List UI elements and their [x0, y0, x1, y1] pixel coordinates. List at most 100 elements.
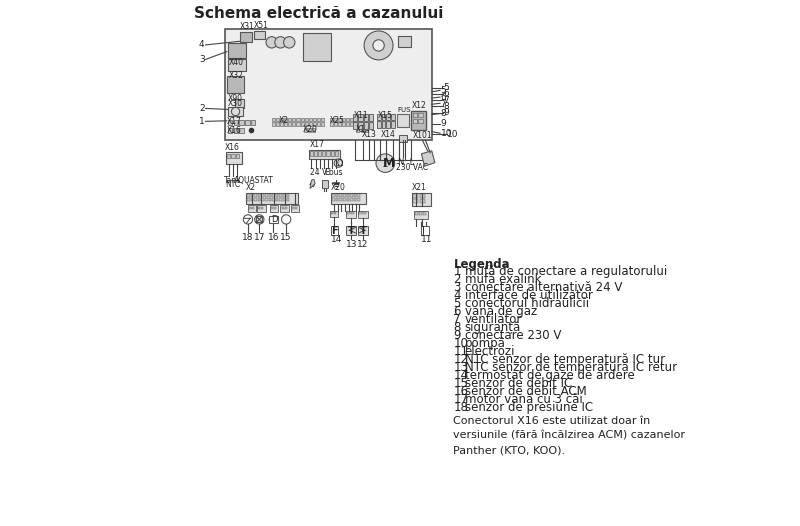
- Text: Legenda: Legenda: [454, 258, 510, 271]
- Bar: [281, 206, 289, 211]
- Bar: [391, 122, 394, 128]
- Text: X14: X14: [381, 129, 396, 138]
- Text: siguranță: siguranță: [465, 321, 521, 335]
- Bar: [364, 122, 368, 129]
- Bar: [354, 122, 358, 129]
- Bar: [398, 135, 407, 143]
- Text: Tank: Tank: [224, 176, 241, 185]
- Bar: [369, 114, 373, 121]
- Bar: [309, 118, 312, 122]
- Bar: [420, 194, 425, 198]
- Bar: [239, 128, 244, 133]
- Bar: [302, 33, 331, 62]
- Bar: [285, 207, 286, 209]
- Bar: [413, 119, 418, 124]
- Text: NTC senzor de temperatură IC retur: NTC senzor de temperatură IC retur: [465, 361, 677, 375]
- Bar: [322, 123, 324, 126]
- Text: X25: X25: [330, 116, 345, 125]
- Text: 7: 7: [444, 96, 450, 105]
- Bar: [351, 211, 354, 214]
- Bar: [249, 207, 251, 209]
- Bar: [269, 194, 271, 197]
- Text: X30: X30: [228, 99, 243, 108]
- Bar: [414, 211, 418, 215]
- Bar: [283, 198, 286, 201]
- Bar: [418, 113, 423, 117]
- Bar: [269, 216, 278, 223]
- Bar: [227, 154, 230, 158]
- Bar: [276, 118, 279, 122]
- Text: conectare 230 V: conectare 230 V: [465, 329, 561, 342]
- Bar: [246, 193, 298, 204]
- Bar: [250, 194, 253, 197]
- Bar: [350, 198, 353, 201]
- Text: senzor de debit IC: senzor de debit IC: [465, 378, 572, 390]
- Bar: [309, 150, 340, 159]
- Polygon shape: [422, 151, 435, 166]
- Bar: [226, 76, 244, 94]
- Bar: [235, 154, 238, 158]
- Text: 3: 3: [454, 281, 461, 295]
- Text: 7: 7: [454, 313, 461, 327]
- Text: 13: 13: [346, 239, 357, 249]
- Text: 9: 9: [441, 119, 446, 128]
- Text: NTC senzor de temperatură IC tur: NTC senzor de temperatură IC tur: [465, 353, 665, 367]
- Text: 3: 3: [199, 55, 205, 64]
- Bar: [276, 194, 278, 197]
- Text: Conectorul X16 este utilizat doar în
versiunile (fără încălzirea ACM) cazanelor
: Conectorul X16 este utilizat doar în ver…: [454, 416, 686, 455]
- Bar: [297, 118, 299, 122]
- Bar: [350, 118, 354, 122]
- Bar: [262, 194, 264, 197]
- Bar: [305, 123, 308, 126]
- Circle shape: [282, 215, 291, 224]
- Bar: [358, 122, 362, 129]
- Bar: [262, 207, 263, 209]
- Text: 10: 10: [454, 337, 468, 350]
- Bar: [330, 210, 338, 217]
- Bar: [310, 151, 313, 156]
- Circle shape: [283, 37, 295, 48]
- Bar: [228, 59, 246, 70]
- Bar: [247, 198, 250, 201]
- Ellipse shape: [269, 216, 278, 222]
- Text: 230 VAC: 230 VAC: [396, 163, 428, 171]
- Bar: [265, 194, 267, 197]
- Text: X13: X13: [362, 129, 377, 138]
- Bar: [365, 128, 368, 132]
- Bar: [226, 153, 242, 164]
- Bar: [413, 194, 418, 198]
- Text: AQUASTAT: AQUASTAT: [234, 176, 274, 185]
- Bar: [339, 198, 342, 201]
- Bar: [358, 210, 368, 218]
- Bar: [386, 114, 390, 120]
- Text: X2: X2: [279, 116, 289, 125]
- Bar: [413, 199, 418, 203]
- Text: X17: X17: [310, 140, 325, 149]
- Text: FUS: FUS: [397, 107, 410, 113]
- Bar: [322, 118, 324, 122]
- Bar: [265, 198, 267, 201]
- Bar: [330, 151, 334, 156]
- Bar: [280, 118, 283, 122]
- Text: 6: 6: [454, 306, 461, 318]
- Bar: [377, 114, 381, 120]
- Text: X20: X20: [302, 126, 318, 135]
- Bar: [343, 194, 346, 197]
- Text: 13: 13: [454, 361, 468, 375]
- Text: 1: 1: [454, 266, 461, 278]
- Bar: [271, 207, 274, 209]
- Bar: [234, 120, 238, 125]
- Bar: [297, 123, 299, 126]
- Bar: [291, 206, 299, 211]
- Text: X11: X11: [354, 111, 368, 120]
- Text: 5: 5: [444, 83, 450, 92]
- Bar: [313, 118, 316, 122]
- Bar: [280, 123, 283, 126]
- Bar: [245, 120, 250, 125]
- Bar: [226, 29, 432, 140]
- Text: X16: X16: [226, 143, 240, 152]
- Bar: [419, 211, 422, 215]
- Bar: [421, 226, 429, 235]
- Text: conectorul hidraulicii: conectorul hidraulicii: [465, 297, 589, 310]
- Bar: [286, 198, 290, 201]
